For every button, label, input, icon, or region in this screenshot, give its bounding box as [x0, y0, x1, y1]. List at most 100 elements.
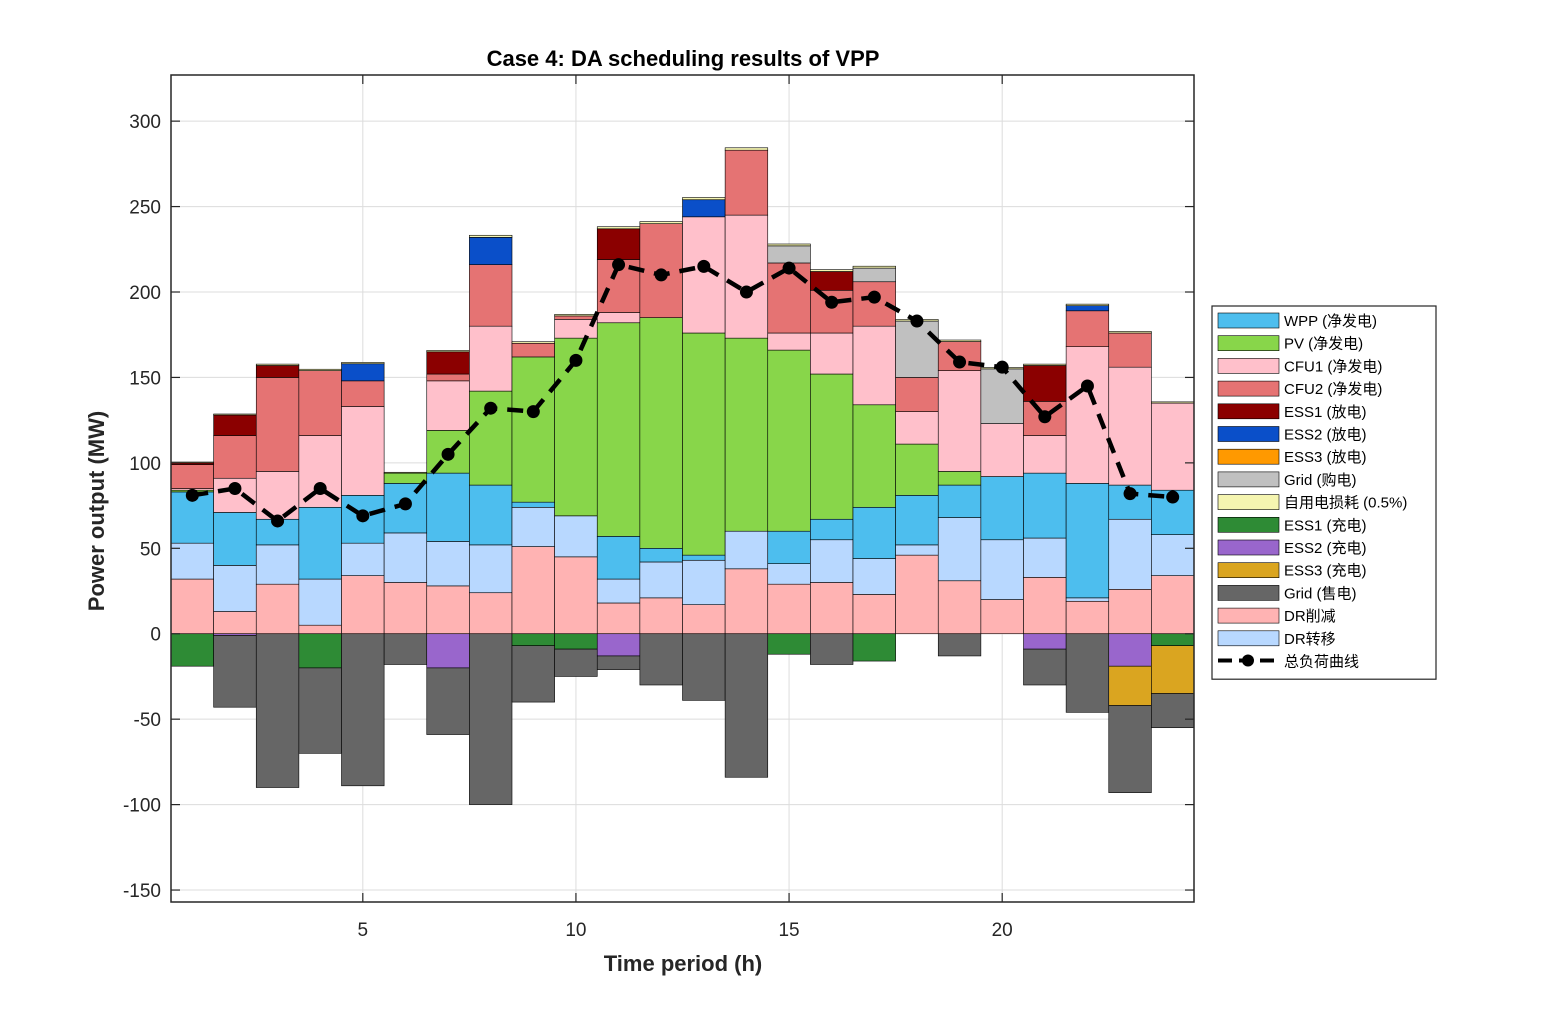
- bar-segment: [596, 228, 641, 260]
- bar-segment: [298, 667, 342, 754]
- bar-segment: [596, 655, 641, 670]
- bar-segment: [1108, 518, 1152, 590]
- bar-segment: [511, 633, 555, 646]
- legend-swatch: [1217, 312, 1280, 329]
- bar-segment: [1065, 633, 1110, 713]
- bar-segment: [980, 599, 1024, 635]
- bar-segment: [426, 585, 470, 635]
- bar-segment: [1151, 402, 1195, 491]
- bar-segment: [682, 559, 726, 605]
- legend-label: CFU2 (净发电): [1284, 381, 1382, 398]
- bar-segment: [511, 506, 555, 547]
- load-point: [654, 268, 668, 282]
- legend-label: DR削减: [1284, 608, 1336, 625]
- bar-segment: [255, 365, 300, 378]
- bar-segment: [852, 633, 896, 662]
- bar-segment: [341, 633, 385, 787]
- bar-segment: [682, 604, 726, 635]
- bar-segment: [511, 501, 555, 508]
- bar-segment: [1151, 575, 1195, 635]
- legend-label: 自用电损耗 (0.5%): [1284, 495, 1407, 512]
- bar-segment: [341, 406, 385, 496]
- bar-segment: [767, 633, 811, 655]
- bar-segment: [255, 377, 300, 472]
- legend-label: 总负荷曲线: [1284, 654, 1359, 671]
- bar-segment: [596, 226, 641, 230]
- bar-segment: [1023, 577, 1067, 635]
- load-point: [1166, 490, 1180, 504]
- bar-segment: [639, 317, 683, 549]
- bar-segment: [895, 320, 939, 378]
- bar-segment: [1151, 693, 1195, 729]
- legend-swatch: [1217, 448, 1280, 465]
- bar-segment: [810, 518, 854, 541]
- bar-segment: [170, 633, 214, 667]
- bar-segment: [383, 532, 428, 583]
- bar-segment: [682, 199, 726, 218]
- bar-segment: [724, 530, 769, 570]
- bar-segment: [511, 356, 555, 503]
- load-point: [910, 314, 924, 328]
- legend-swatch: [1217, 358, 1280, 374]
- bar-segment: [426, 380, 470, 431]
- y-tick-label: -50: [134, 710, 161, 731]
- bar-segment: [639, 548, 683, 563]
- bar-segment: [298, 624, 342, 635]
- bar-segment: [426, 667, 470, 735]
- bar-segment: [426, 541, 470, 587]
- bar-segment: [469, 234, 513, 238]
- bar-segment: [554, 315, 598, 320]
- bar-segment: [852, 594, 896, 635]
- bar-segment: [810, 373, 854, 520]
- load-point: [228, 482, 242, 495]
- bar-segment: [341, 575, 385, 635]
- bar-segment: [1108, 665, 1152, 706]
- bar-segment: [1108, 705, 1152, 793]
- legend-label: ESS1 (放电): [1284, 404, 1367, 421]
- bar-segment: [213, 413, 257, 416]
- bar-segment: [895, 554, 939, 635]
- legend-swatch: [1217, 607, 1280, 624]
- bar-segment: [980, 476, 1024, 541]
- bar-segment: [511, 645, 555, 703]
- x-tick-label: 5: [358, 920, 369, 941]
- bar-segment: [341, 380, 385, 407]
- bar-segment: [767, 332, 811, 351]
- bar-segment: [767, 530, 811, 564]
- bar-segment: [1023, 633, 1067, 650]
- legend-label: WPP (净发电): [1284, 313, 1377, 330]
- bar-segment: [255, 633, 300, 788]
- bar-segment: [1065, 346, 1110, 484]
- bar-segment: [469, 264, 513, 327]
- x-tick-label: 20: [992, 920, 1013, 941]
- y-tick-label: 150: [129, 368, 161, 389]
- bar-segment: [213, 435, 257, 479]
- legend-line-marker: [1242, 654, 1254, 667]
- x-axis-label: Time period (h): [604, 951, 763, 976]
- y-tick-label: 300: [129, 112, 161, 133]
- bar-segment: [1065, 310, 1110, 347]
- bar-segment: [511, 342, 555, 358]
- bar-segment: [937, 484, 982, 518]
- bar-segment: [341, 363, 385, 382]
- x-tick-label: 10: [565, 920, 586, 941]
- load-point: [995, 360, 1009, 374]
- bar-segment: [810, 269, 854, 272]
- bar-segment: [1065, 303, 1110, 306]
- bar-segment: [255, 363, 300, 366]
- bar-segment: [852, 265, 896, 269]
- bar-segment: [554, 337, 598, 517]
- bar-segment: [895, 443, 939, 496]
- bar-segment: [170, 464, 214, 489]
- bar-segment: [810, 633, 854, 665]
- bar-segment: [426, 633, 470, 669]
- bar-segment: [298, 506, 342, 580]
- bar-segment: [1065, 597, 1110, 602]
- bar-segment: [1151, 645, 1195, 694]
- load-point: [441, 447, 455, 461]
- x-tick-label: 15: [778, 920, 799, 941]
- bar-segment: [469, 237, 513, 265]
- bar-segment: [1065, 483, 1110, 599]
- legend-label: Grid (售电): [1284, 585, 1357, 602]
